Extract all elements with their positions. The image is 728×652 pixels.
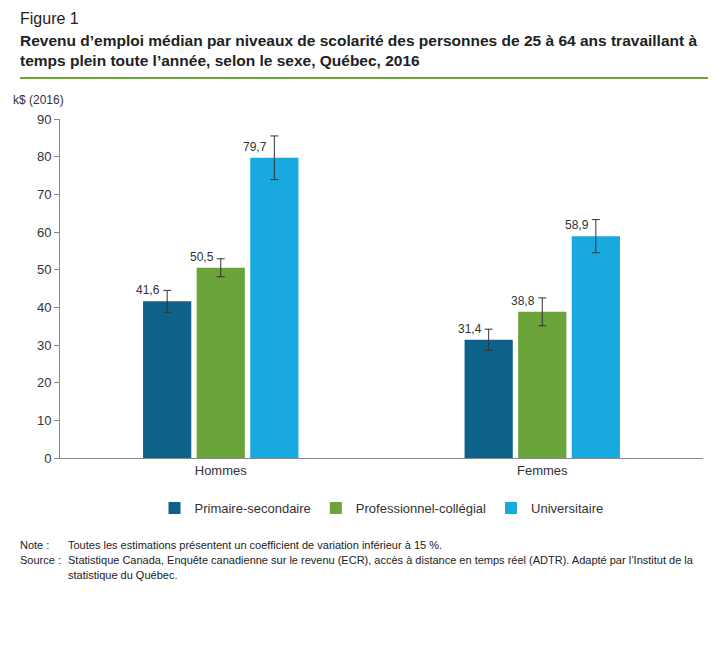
svg-text:90: 90	[37, 112, 51, 127]
html-text:Revenu d’emploi médian par niv: Revenu d’emploi médian par niveaux de sc…	[20, 32, 698, 70]
html-text:Source :: Source :	[20, 554, 61, 567]
svg-text:Primaire-secondaire: Primaire-secondaire	[195, 501, 311, 516]
svg-text:Universitaire: Universitaire	[531, 501, 603, 516]
html-text:Note :: Note :	[20, 539, 50, 552]
html-text:Statistique Canada, Enquête ca: Statistique Canada, Enquête canadienne s…	[68, 554, 693, 581]
svg-text:20: 20	[37, 376, 51, 391]
svg-text:10: 10	[37, 413, 51, 428]
svg-text:40: 40	[37, 300, 51, 315]
svg-text:50: 50	[37, 263, 51, 278]
svg-text:41,6: 41,6	[136, 283, 160, 297]
html-text:Toutes les estimations présent: Toutes les estimations présentent un coe…	[68, 539, 442, 552]
svg-text:Femmes: Femmes	[517, 463, 568, 478]
svg-text:31,4: 31,4	[458, 322, 482, 336]
svg-text:70: 70	[37, 187, 51, 202]
svg-text:60: 60	[37, 225, 51, 240]
svg-text:Hommes: Hommes	[195, 463, 248, 478]
html-text:Figure 1: Figure 1	[20, 10, 79, 27]
svg-text:0: 0	[44, 451, 51, 466]
svg-text:Professionnel-collégial: Professionnel-collégial	[356, 501, 486, 516]
svg-text:80: 80	[37, 150, 51, 165]
svg-text:30: 30	[37, 338, 51, 353]
svg-text:58,9: 58,9	[565, 218, 589, 232]
svg-text:79,7: 79,7	[243, 140, 267, 154]
svg-text:k$ (2016): k$ (2016)	[13, 93, 64, 107]
svg-text:50,5: 50,5	[190, 250, 214, 264]
svg-text:38,8: 38,8	[511, 294, 535, 308]
